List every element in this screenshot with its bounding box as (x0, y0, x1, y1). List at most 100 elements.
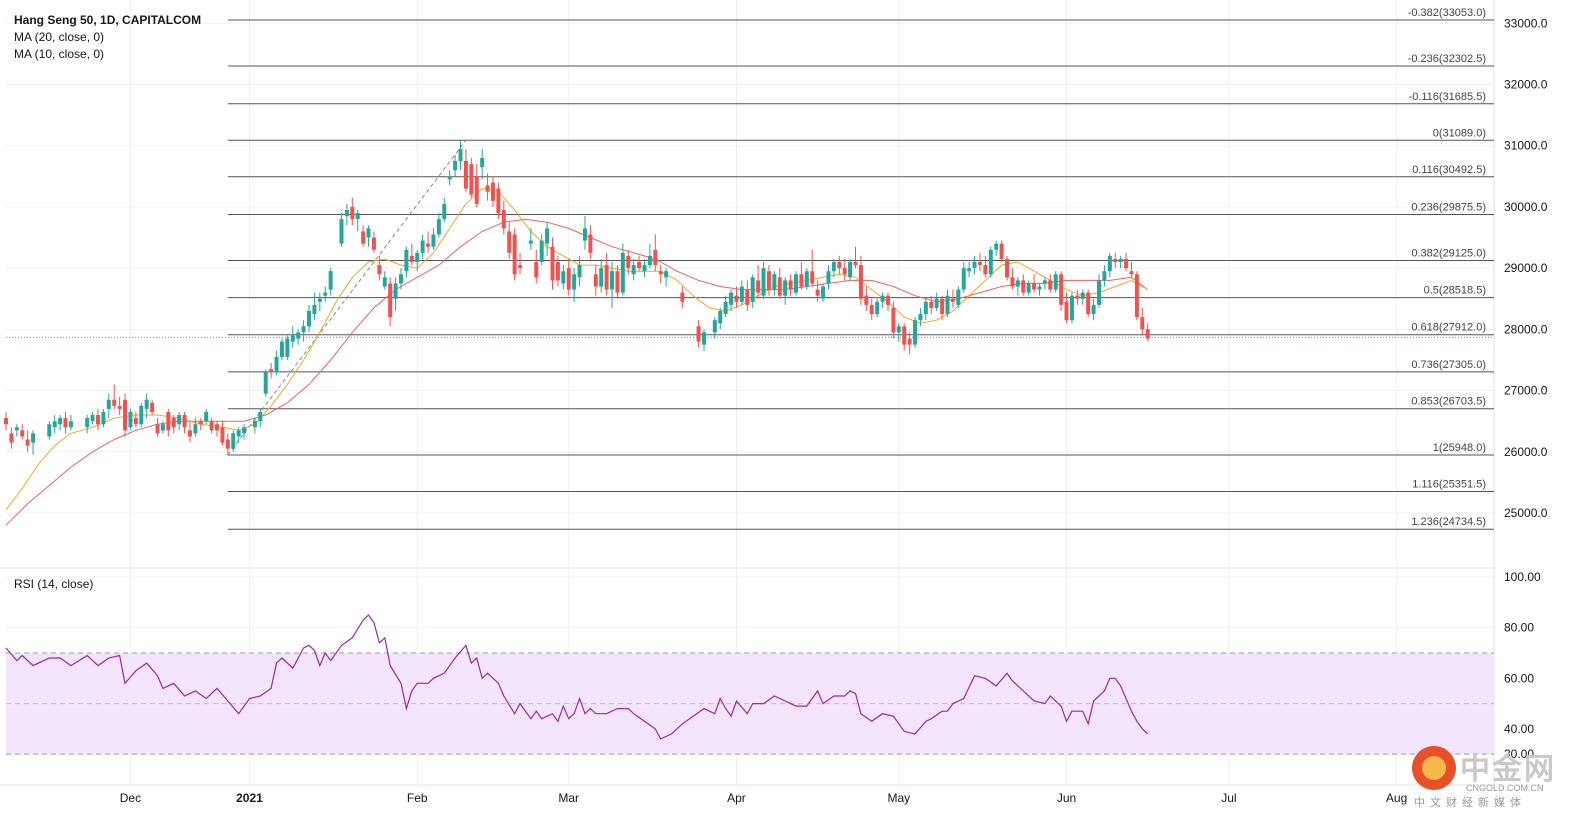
candle-body (642, 265, 647, 272)
candle (388, 277, 393, 327)
time-axis-label: Jul (1221, 791, 1236, 805)
candle-body (729, 292, 734, 305)
candle (317, 292, 322, 311)
candle (431, 228, 436, 250)
candle-body (826, 271, 831, 284)
time-axis-label: Jun (1057, 791, 1076, 805)
candle (225, 433, 230, 455)
candle-body (1015, 280, 1020, 287)
candle-body (702, 332, 707, 345)
candle (977, 252, 982, 272)
candle-body (323, 292, 328, 296)
candle (269, 363, 274, 379)
candle-body (366, 228, 371, 238)
fib-level-label: 0.236(29875.5) (1411, 202, 1486, 214)
candle-body (842, 268, 847, 275)
candle-body (756, 280, 761, 293)
candle-body (761, 268, 766, 296)
candle (1005, 255, 1010, 281)
candle (377, 255, 382, 281)
candle (426, 231, 431, 253)
candle-body (848, 262, 853, 278)
time-axis-label: May (887, 791, 910, 805)
candle (988, 246, 993, 278)
candle (718, 307, 723, 330)
candle (972, 255, 977, 275)
candle-body (837, 262, 842, 269)
candle-body (106, 399, 111, 409)
candle (355, 209, 360, 232)
candle (853, 246, 858, 269)
candle (734, 286, 739, 308)
candle-body (117, 405, 122, 409)
candle (555, 255, 560, 287)
candle-body (317, 298, 322, 302)
candle (409, 243, 414, 266)
candle (799, 262, 804, 290)
candle-body (572, 274, 577, 290)
candle-body (25, 439, 30, 446)
candle-body (209, 421, 214, 431)
candle (858, 255, 863, 305)
candle (869, 298, 874, 321)
candle-body (653, 249, 658, 266)
candle (896, 323, 901, 342)
candle (312, 292, 317, 321)
rsi-legend[interactable]: RSI (14, close) (14, 577, 94, 591)
candle (442, 197, 447, 223)
candle (307, 304, 312, 333)
candle-body (469, 164, 474, 195)
candle (653, 234, 658, 272)
candle (1134, 271, 1139, 321)
candle (631, 258, 636, 281)
ma20-line (5, 218, 1149, 526)
candle (534, 249, 539, 284)
candle-body (4, 418, 8, 425)
candle-body (934, 298, 939, 308)
candle (47, 421, 52, 440)
candle-body (95, 415, 100, 425)
candle (404, 246, 409, 278)
candle-body (712, 320, 717, 333)
candle (187, 421, 192, 443)
candle (25, 430, 30, 452)
candle (1080, 289, 1085, 305)
candle (58, 415, 63, 431)
candle-body (664, 271, 669, 278)
candle-body (1124, 258, 1129, 269)
rsi-axis-label: 40.00 (1504, 722, 1534, 736)
candle (193, 418, 198, 437)
fib-level-label: -0.382(33053.0) (1408, 7, 1486, 19)
legend-title[interactable]: Hang Seng 50, 1D, CAPITALCOM (14, 13, 202, 27)
candle (469, 157, 474, 198)
candle (263, 369, 268, 397)
candle-body (9, 433, 14, 443)
candle-body (263, 372, 268, 394)
candle (588, 225, 593, 259)
candle-body (90, 415, 95, 422)
candle-body (377, 265, 382, 275)
candle (14, 424, 19, 437)
candle (123, 393, 128, 437)
candle-body (290, 335, 295, 342)
candle-body (1102, 271, 1107, 281)
candle-body (236, 430, 241, 437)
candle (983, 255, 988, 278)
time-axis-label: 2021 (236, 791, 263, 805)
candle (128, 408, 133, 431)
candle-body (1064, 301, 1069, 321)
candle-body (577, 265, 582, 278)
candle (1118, 255, 1123, 269)
candle (777, 268, 782, 299)
candle (415, 249, 420, 272)
candle-body (480, 157, 485, 168)
candle-body (344, 209, 349, 217)
legend-ma10[interactable]: MA (10, close, 0) (14, 47, 105, 61)
candle-body (187, 430, 192, 437)
candle-body (474, 176, 479, 204)
candle (220, 421, 225, 446)
legend-ma20[interactable]: MA (20, close, 0) (14, 30, 105, 44)
candle-body (252, 421, 257, 428)
candle-body (85, 418, 90, 428)
